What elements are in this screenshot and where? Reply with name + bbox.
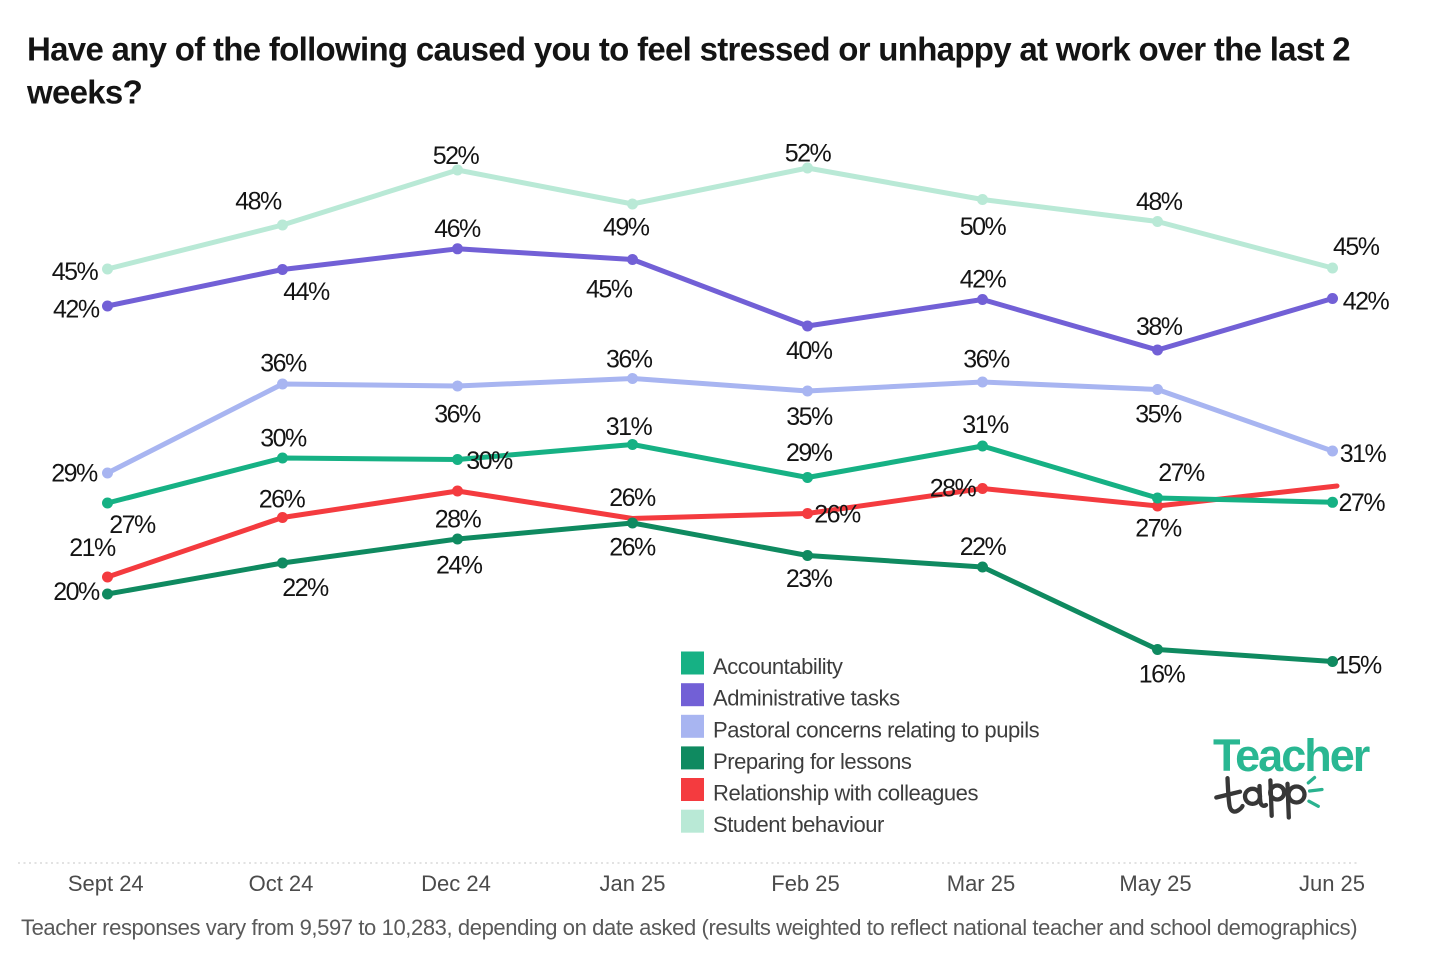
svg-text:49%: 49% [603,214,650,242]
svg-text:28%: 28% [435,506,482,534]
svg-text:15%: 15% [1335,652,1382,680]
svg-text:45%: 45% [586,276,633,304]
svg-text:Teacher: Teacher [1213,730,1370,781]
svg-text:31%: 31% [606,413,653,441]
svg-text:40%: 40% [786,337,833,365]
svg-text:23%: 23% [786,565,833,593]
svg-text:42%: 42% [960,266,1007,294]
svg-text:24%: 24% [436,552,483,580]
svg-text:26%: 26% [609,484,656,512]
svg-text:May 25: May 25 [1119,871,1191,896]
svg-text:20%: 20% [53,578,100,606]
svg-text:30%: 30% [260,425,307,453]
svg-text:48%: 48% [1136,188,1183,216]
svg-text:Relationship with colleagues: Relationship with colleagues [713,781,978,806]
svg-text:Jun 25: Jun 25 [1299,871,1365,896]
svg-text:44%: 44% [283,278,330,306]
svg-text:27%: 27% [1339,489,1386,517]
svg-text:52%: 52% [785,140,832,168]
svg-text:21%: 21% [69,534,116,562]
svg-text:Have any of the following caus: Have any of the following caused you to … [27,30,1350,67]
svg-text:Administrative tasks: Administrative tasks [713,686,900,711]
svg-text:weeks?: weeks? [26,74,142,111]
svg-text:46%: 46% [434,215,481,243]
svg-text:42%: 42% [1343,288,1390,316]
svg-text:29%: 29% [786,439,833,467]
svg-text:Jan 25: Jan 25 [599,871,665,896]
svg-text:36%: 36% [963,346,1010,374]
svg-text:45%: 45% [1333,233,1380,261]
svg-text:26%: 26% [259,486,306,514]
svg-text:45%: 45% [52,258,99,286]
svg-text:Accountability: Accountability [713,654,843,679]
svg-text:26%: 26% [609,533,656,561]
svg-text:31%: 31% [1340,440,1387,468]
svg-text:27%: 27% [1158,459,1205,487]
svg-text:42%: 42% [53,296,100,324]
svg-text:Mar 25: Mar 25 [947,871,1015,896]
svg-text:36%: 36% [434,401,481,429]
svg-text:Feb 25: Feb 25 [771,871,840,896]
svg-text:52%: 52% [433,142,480,170]
svg-text:22%: 22% [282,574,329,602]
svg-text:30%: 30% [466,447,513,475]
svg-text:36%: 36% [606,346,653,374]
svg-text:Sept 24: Sept 24 [68,871,144,896]
svg-text:Dec 24: Dec 24 [421,871,491,896]
svg-text:38%: 38% [1136,313,1183,341]
svg-text:Preparing for lessons: Preparing for lessons [713,749,912,774]
svg-text:16%: 16% [1139,661,1186,689]
svg-text:26%: 26% [814,501,861,529]
svg-text:48%: 48% [235,188,282,216]
svg-text:Teacher responses vary from 9,: Teacher responses vary from 9,597 to 10,… [21,915,1357,940]
svg-text:36%: 36% [260,350,307,378]
svg-text:27%: 27% [1135,514,1182,542]
svg-text:35%: 35% [786,403,833,431]
svg-text:Oct 24: Oct 24 [249,871,314,896]
svg-text:35%: 35% [1135,401,1182,429]
svg-text:27%: 27% [109,511,156,539]
svg-text:29%: 29% [51,460,98,488]
svg-text:31%: 31% [962,411,1009,439]
svg-text:50%: 50% [960,213,1007,241]
svg-text:Student behaviour: Student behaviour [713,812,884,837]
svg-text:28%: 28% [930,475,977,503]
svg-text:22%: 22% [960,533,1007,561]
svg-text:Pastoral concerns relating to: Pastoral concerns relating to pupils [713,717,1040,742]
